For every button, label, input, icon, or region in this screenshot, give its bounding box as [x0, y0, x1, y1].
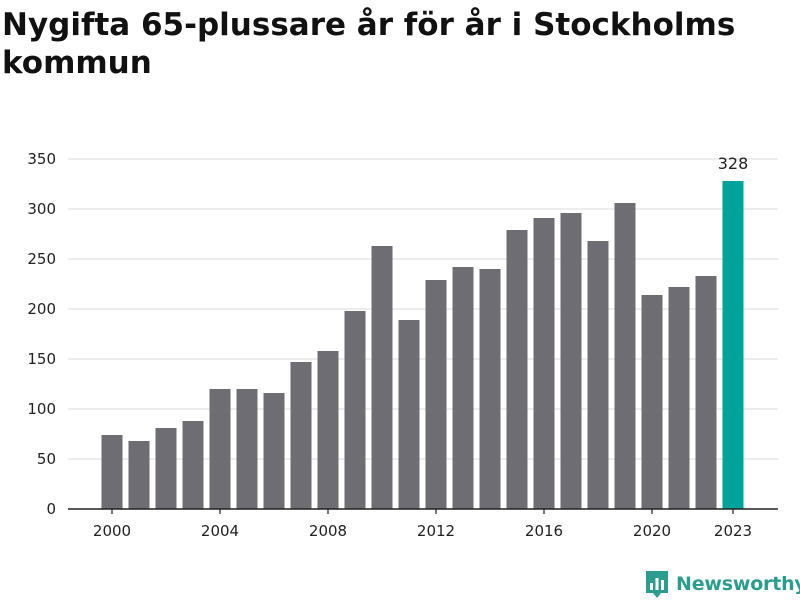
bar-2006	[263, 393, 285, 509]
y-tick-label: 150	[27, 350, 56, 368]
y-axis-ticks: 0 50 100 150 200 250 300 350	[27, 150, 56, 518]
bar-2004	[209, 389, 231, 509]
x-tick-label: 2012	[417, 522, 455, 540]
y-tick-label: 350	[27, 150, 56, 168]
bar-2018	[587, 241, 609, 509]
bar-2012	[425, 280, 447, 509]
chart-title: Nygifta 65-plussare år för år i Stockhol…	[2, 7, 736, 81]
y-tick-label: 300	[27, 200, 56, 218]
bar-2007	[290, 362, 312, 509]
bar-2013	[452, 267, 474, 509]
data-labels: 328	[718, 154, 749, 173]
x-tick-label: 2008	[309, 522, 347, 540]
y-tick-label: 250	[27, 250, 56, 268]
bar-2001	[128, 441, 150, 509]
brand-name: Newsworthy	[676, 573, 800, 595]
bar-2017	[560, 213, 582, 509]
bar-2005	[236, 389, 258, 509]
x-tick-label: 2016	[525, 522, 563, 540]
bar-2008	[317, 351, 339, 509]
x-tick-label: 2020	[633, 522, 671, 540]
bar-2014	[479, 269, 501, 509]
x-axis-ticks: 2000 2004 2008 2012 2016 2020 2023	[68, 508, 778, 540]
bar-2022	[695, 276, 717, 509]
x-tick-label: 2004	[201, 522, 239, 540]
chart-bubble-icon	[646, 571, 668, 598]
x-tick-label: 2000	[93, 522, 131, 540]
bar-2015	[506, 230, 528, 509]
y-tick-label: 50	[37, 450, 56, 468]
bar-2021	[668, 287, 690, 509]
bar-2000	[101, 435, 123, 509]
bar-2010	[371, 246, 393, 509]
y-tick-label: 0	[46, 500, 56, 518]
bar-2002	[155, 428, 177, 509]
bars	[101, 181, 744, 509]
y-tick-label: 100	[27, 400, 56, 418]
bar-2011	[398, 320, 420, 509]
newsworthy-logo: Newsworthy	[644, 568, 800, 600]
bar-2023	[722, 181, 744, 509]
bar-2020	[641, 295, 663, 509]
bar-2019	[614, 203, 636, 509]
data-label-2023: 328	[718, 154, 749, 173]
bar-2009	[344, 311, 366, 509]
bar-2003	[182, 421, 204, 509]
y-tick-label: 200	[27, 300, 56, 318]
x-tick-label: 2023	[714, 522, 752, 540]
bar-2016	[533, 218, 555, 509]
